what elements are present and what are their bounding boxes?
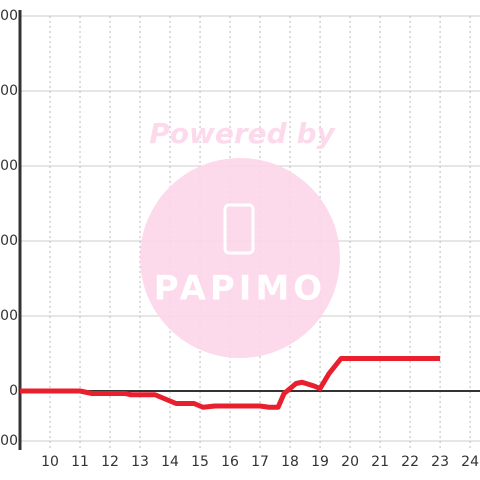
watermark: Powered by PAPIMO [140, 117, 340, 358]
watermark-text: Powered by [149, 117, 336, 150]
watermark-icon [223, 203, 255, 255]
x-tick-label: 19 [311, 454, 329, 470]
x-tick-label: 15 [191, 454, 209, 470]
x-tick-label: 22 [401, 454, 419, 470]
x-tick-label: 18 [281, 454, 299, 470]
watermark-text: PAPIMO [154, 269, 326, 309]
x-tick-label: 14 [161, 454, 179, 470]
line [20, 356, 441, 410]
x-tick-label: 17 [251, 454, 269, 470]
y-tick-label: 60,000 [0, 233, 18, 249]
y-tick-label: 90,000 [0, 158, 18, 174]
y-tick-label: 120,000 [0, 83, 18, 99]
x-tick-label: 13 [131, 454, 149, 470]
watermark-circle [140, 158, 340, 358]
y-tick-label: -20,000 [0, 433, 18, 449]
x-tick-label: 12 [101, 454, 119, 470]
x-tick-label: 11 [71, 454, 89, 470]
x-tick-label: 21 [371, 454, 389, 470]
x-tick-label: 16 [221, 454, 239, 470]
y-tick-label: 0 [9, 383, 18, 399]
y-tick-label: 30,000 [0, 308, 18, 324]
y-tick-label: 150,000 [0, 8, 18, 24]
x-tick-label: 23 [431, 454, 449, 470]
x-tick-label: 24 [461, 454, 479, 470]
x-tick-label: 20 [341, 454, 359, 470]
x-tick-label: 10 [41, 454, 59, 470]
